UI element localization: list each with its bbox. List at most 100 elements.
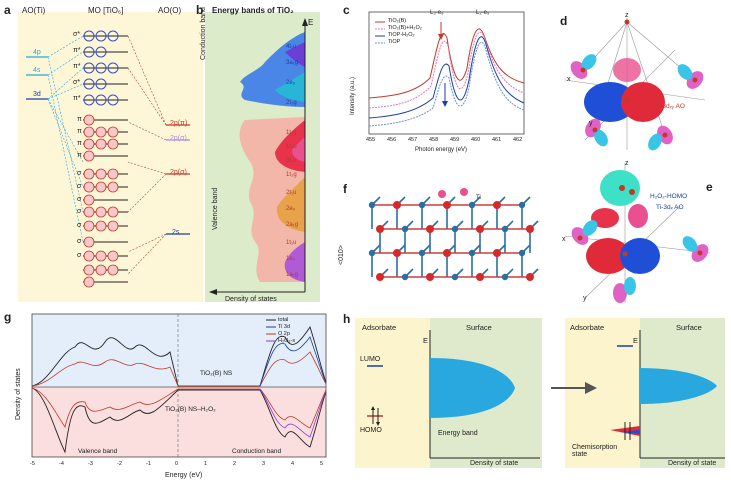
- lattice-atom: [493, 201, 501, 209]
- electron-pair: [83, 114, 95, 126]
- panel-g-valence: Valence band: [78, 448, 118, 455]
- lattice-atom: [401, 273, 409, 281]
- electron-pair: [95, 168, 107, 180]
- panel-g-legend-3: H₂O₂-s: [278, 338, 296, 344]
- g-xtick: 2: [233, 461, 237, 467]
- lattice-atom: [443, 249, 451, 257]
- panel-h-homo: HOMO: [360, 427, 382, 434]
- lattice-atom: [468, 249, 476, 257]
- band-label: 1t₁g: [286, 130, 297, 136]
- lattice-atom: [501, 225, 509, 233]
- panel-f-atom: Ti: [476, 195, 481, 201]
- electron-pair: [83, 138, 95, 150]
- panel-g-bottom-label: TiO₂(B) NS–H₂O₂: [165, 406, 216, 413]
- panel-h-right-adsorbate: Adsorbate: [570, 323, 605, 332]
- band-label: 2a₁g: [286, 222, 299, 228]
- g-xtick: -1: [146, 461, 151, 467]
- panel-e-x: x: [562, 236, 566, 243]
- ti-level-4s: 4s: [33, 67, 41, 74]
- lattice-atom: [368, 201, 376, 209]
- o-level-2p-pi: 2p(π): [170, 120, 188, 127]
- mo-lower-sym: π: [77, 116, 82, 123]
- panel-a-col-mid: MO [TiO₆]: [88, 6, 124, 15]
- mo-lower-sym: σ: [77, 208, 82, 215]
- g-xtick: 3: [262, 461, 266, 467]
- panel-c-legend-3: TiOP: [388, 39, 401, 45]
- panel-f-axis: <010>: [338, 245, 345, 265]
- c-xtick: 455: [366, 137, 376, 143]
- panel-d-orbital: [564, 18, 706, 151]
- c-xtick: 457: [408, 137, 418, 143]
- panel-d-x: x: [567, 76, 571, 83]
- panel-h-energy-band: Energy band: [438, 430, 478, 437]
- lattice-atom: [443, 201, 451, 209]
- panel-h-diagram: [367, 330, 725, 459]
- panel-a-col-right: AO(O): [158, 6, 182, 15]
- g-xtick: 4: [291, 461, 295, 467]
- panel-h-left-surface: Surface: [466, 323, 492, 332]
- lattice-atom: [451, 273, 459, 281]
- mo-lower-sym: σ: [77, 222, 82, 229]
- panel-c-legend-0: TiO₂(B): [388, 18, 407, 24]
- g-xtick: -2: [117, 461, 122, 467]
- electron-pair: [95, 220, 107, 232]
- panel-h-lumo: LUMO: [360, 356, 381, 363]
- panel-h-right-surface: Surface: [676, 323, 702, 332]
- lattice-atom: [468, 201, 476, 209]
- electron-pair: [107, 181, 119, 193]
- lattice-atom: [426, 225, 434, 233]
- c-xtick: 458: [429, 137, 439, 143]
- mo-lower-sym: σ: [77, 238, 82, 245]
- lattice-atom: [451, 225, 459, 233]
- panel-c-spectrum: [368, 11, 525, 135]
- lattice-atom: [493, 249, 501, 257]
- band-label: 2t₂g: [286, 100, 297, 106]
- c-xtick: 456: [387, 137, 397, 143]
- mo-lower-sym: σ: [77, 183, 82, 190]
- panel-e-orbital-label: Ti-3dₓ AO: [656, 204, 684, 211]
- mo-lower-sym: σ: [77, 252, 82, 259]
- panel-b-xlabel: Density of states: [225, 296, 277, 303]
- band-label: 1t₂g: [286, 172, 297, 178]
- electron-pair: [83, 276, 95, 288]
- band-label: 1a₁g: [286, 272, 299, 278]
- mo-sym-4: π*: [73, 95, 81, 102]
- lattice-atom: [526, 273, 534, 281]
- panel-g-label: g: [4, 310, 12, 324]
- panel-d-orbital-label: Ti-3dₓᵧ AO: [655, 103, 685, 110]
- lattice-atom: [376, 273, 384, 281]
- g-xtick: -3: [88, 461, 93, 467]
- mo-lower-sym: π: [77, 140, 82, 147]
- panel-b: [205, 12, 320, 302]
- panel-g-dos: [31, 313, 327, 458]
- g-xtick: 5: [320, 461, 324, 467]
- electron-pair: [95, 250, 107, 262]
- electron-pair: [83, 181, 95, 193]
- g-xtick: -4: [59, 461, 64, 467]
- panel-d-label: d: [560, 14, 568, 28]
- band-label: 3t₁u: [286, 158, 297, 164]
- lattice-atom: [418, 201, 426, 209]
- electron-pair: [107, 126, 119, 138]
- lattice-atom: [518, 201, 526, 209]
- band-label: 3a₁g: [286, 60, 299, 66]
- mo-lower-sym: π: [77, 128, 82, 135]
- c-xtick: 459: [450, 137, 460, 143]
- ti-level-4p: 4p: [33, 49, 41, 56]
- lattice-atom: [476, 273, 484, 281]
- panel-h-left-adsorbate-bg: [355, 318, 430, 468]
- panel-c-ylabel: Intensity (a.u.): [350, 76, 356, 115]
- band-label: 4t₁u: [286, 44, 297, 50]
- band-label: 2e₉: [286, 206, 296, 212]
- lattice-atom: [518, 249, 526, 257]
- electron-pair: [95, 138, 107, 150]
- lattice-atom: [368, 249, 376, 257]
- panel-g-ylabel: Density of states: [15, 368, 22, 420]
- panel-c-label: c: [343, 3, 350, 17]
- band-label: 1e₉: [286, 256, 296, 262]
- mo-sym-1: π*: [73, 47, 81, 54]
- panel-f-label: f: [343, 182, 347, 196]
- band-label: 1t₁u: [286, 240, 297, 246]
- panel-b-dos: [209, 18, 308, 295]
- mo-lower-sym: σ: [77, 170, 82, 177]
